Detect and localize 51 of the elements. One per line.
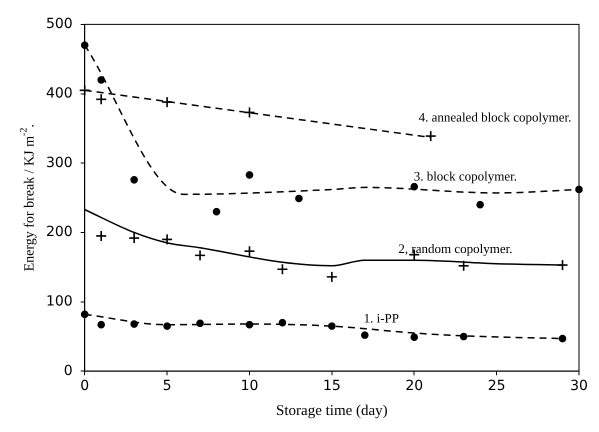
y-tick-label: 0 [64,362,73,379]
y-axis-title: Energy for break / KJ m-2. [18,124,38,272]
x-tick-label: 15 [322,378,341,394]
point [410,182,418,191]
point [97,76,105,84]
point [78,84,91,96]
point [97,320,105,329]
point [295,194,303,202]
point [212,208,220,216]
point [424,130,437,142]
point [196,320,204,328]
y-tick-label: 300 [46,154,73,171]
point [556,259,568,271]
x-tick-label: 0 [80,378,90,394]
point [458,260,470,272]
x-tick-label: 30 [570,378,588,394]
point [246,320,254,329]
point [410,333,418,342]
point [328,322,336,330]
point [130,320,138,328]
point [244,245,256,258]
point [278,318,286,326]
point [161,96,173,108]
point [276,263,288,276]
x-axis-title: Storage time (day) [276,402,388,419]
point [476,200,484,209]
point [361,331,369,339]
point [194,250,206,262]
point [246,171,254,179]
point [558,334,566,342]
annotation: 1. i-PP [364,310,399,326]
x-tick-label: 25 [488,378,506,394]
annotation: 4. annealed block copolymer. [418,109,572,124]
point [161,234,173,246]
point [163,322,171,330]
annotation: 3. block copolymer. [414,168,517,184]
annotation: 2, random copolymer. [398,241,512,256]
x-tick-label: 5 [162,378,172,394]
y-tick-label: 400 [46,85,73,102]
point [128,232,140,244]
point [326,271,338,283]
y-tick-label: 200 [46,224,73,240]
point [130,176,138,184]
x-tick-label: 20 [405,378,424,394]
x-tick-label: 10 [240,378,258,394]
point [95,94,107,106]
point [95,230,107,242]
y-tick-label: 100 [46,293,73,310]
y-tick-label: 500 [46,16,73,32]
point [460,332,468,340]
point [244,106,256,118]
